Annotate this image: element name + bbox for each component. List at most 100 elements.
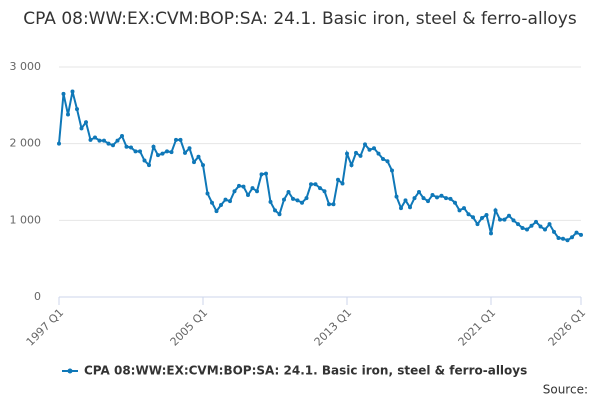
data-point [421, 196, 426, 201]
data-point [435, 195, 439, 200]
data-point [115, 138, 120, 143]
data-point [520, 226, 525, 230]
data-line [58, 91, 582, 242]
data-point [277, 212, 282, 217]
data-point [493, 208, 498, 213]
data-point [358, 153, 363, 158]
data-point [228, 199, 232, 204]
data-point [205, 191, 210, 196]
data-point [273, 208, 277, 213]
data-point [246, 193, 250, 198]
data-point [192, 160, 196, 165]
data-point [259, 172, 264, 177]
data-point [264, 171, 268, 176]
data-point [147, 163, 151, 168]
chart-title: CPA 08:WW:EX:CVM:BOP:SA: 24.1. Basic iro… [23, 9, 577, 29]
data-point [579, 232, 583, 237]
data-point [507, 213, 511, 218]
data-point [399, 206, 403, 211]
data-point [97, 138, 102, 143]
data-point [376, 151, 381, 156]
data-point [349, 163, 354, 168]
data-point [327, 202, 331, 207]
y-tick-label: 3 000 [10, 60, 42, 73]
data-point [462, 206, 466, 211]
data-point [322, 189, 327, 194]
data-point [336, 177, 340, 182]
data-point [196, 154, 201, 159]
data-point [178, 137, 183, 142]
data-point [534, 219, 538, 224]
data-point [183, 150, 187, 155]
data-point [79, 126, 84, 131]
data-point [268, 199, 273, 204]
data-point [475, 222, 480, 227]
data-point [511, 218, 516, 223]
data-point [295, 198, 300, 203]
data-point [498, 217, 502, 222]
data-point [547, 222, 552, 227]
data-point [453, 200, 457, 205]
data-point [201, 163, 205, 168]
data-point [93, 135, 97, 140]
data-point [133, 149, 138, 154]
data-point [124, 144, 129, 149]
data-point [403, 198, 408, 203]
data-point [232, 189, 237, 194]
legend-marker [67, 368, 73, 374]
data-point [165, 149, 169, 154]
y-tick-label: 1 000 [10, 213, 42, 226]
data-point [106, 141, 111, 146]
data-point [426, 199, 430, 204]
data-point [250, 186, 255, 191]
data-point [345, 151, 349, 156]
data-point [381, 157, 385, 161]
data-point [160, 151, 165, 156]
data-point [70, 89, 75, 94]
data-point [291, 196, 295, 201]
data-point [318, 186, 322, 191]
data-point [300, 200, 304, 205]
data-point [412, 196, 417, 201]
data-point [489, 231, 493, 236]
x-tick-label: 1997 Q1 [24, 306, 67, 349]
data-point [561, 236, 565, 241]
data-point [88, 137, 93, 142]
data-point [484, 212, 489, 217]
data-point [502, 217, 507, 222]
legend-label: CPA 08:WW:EX:CVM:BOP:SA: 24.1. Basic iro… [84, 364, 527, 378]
data-point [75, 107, 79, 112]
data-point [385, 159, 390, 164]
data-point [363, 142, 367, 147]
data-point [444, 196, 448, 201]
data-point [219, 203, 223, 207]
data-point [516, 222, 520, 227]
data-point [466, 212, 471, 217]
data-point [552, 229, 556, 234]
data-point [111, 143, 115, 148]
x-tick-label: 2013 Q1 [312, 306, 355, 349]
data-point [57, 141, 61, 146]
data-point [309, 182, 313, 187]
data-point [439, 193, 444, 198]
data-point [525, 227, 529, 232]
data-point [565, 238, 570, 243]
data-point [417, 189, 421, 194]
data-point [556, 235, 561, 240]
data-point [214, 209, 219, 214]
data-point [331, 202, 336, 207]
data-point [313, 182, 318, 187]
data-point [286, 189, 291, 194]
data-point [129, 145, 133, 150]
data-point [538, 224, 543, 229]
data-point [480, 216, 484, 221]
data-point [151, 144, 156, 149]
data-point [367, 147, 372, 152]
data-point [570, 235, 574, 240]
data-point [187, 146, 192, 151]
data-point [84, 120, 88, 125]
data-point [210, 200, 214, 205]
data-point [174, 137, 178, 142]
data-point [138, 149, 142, 154]
